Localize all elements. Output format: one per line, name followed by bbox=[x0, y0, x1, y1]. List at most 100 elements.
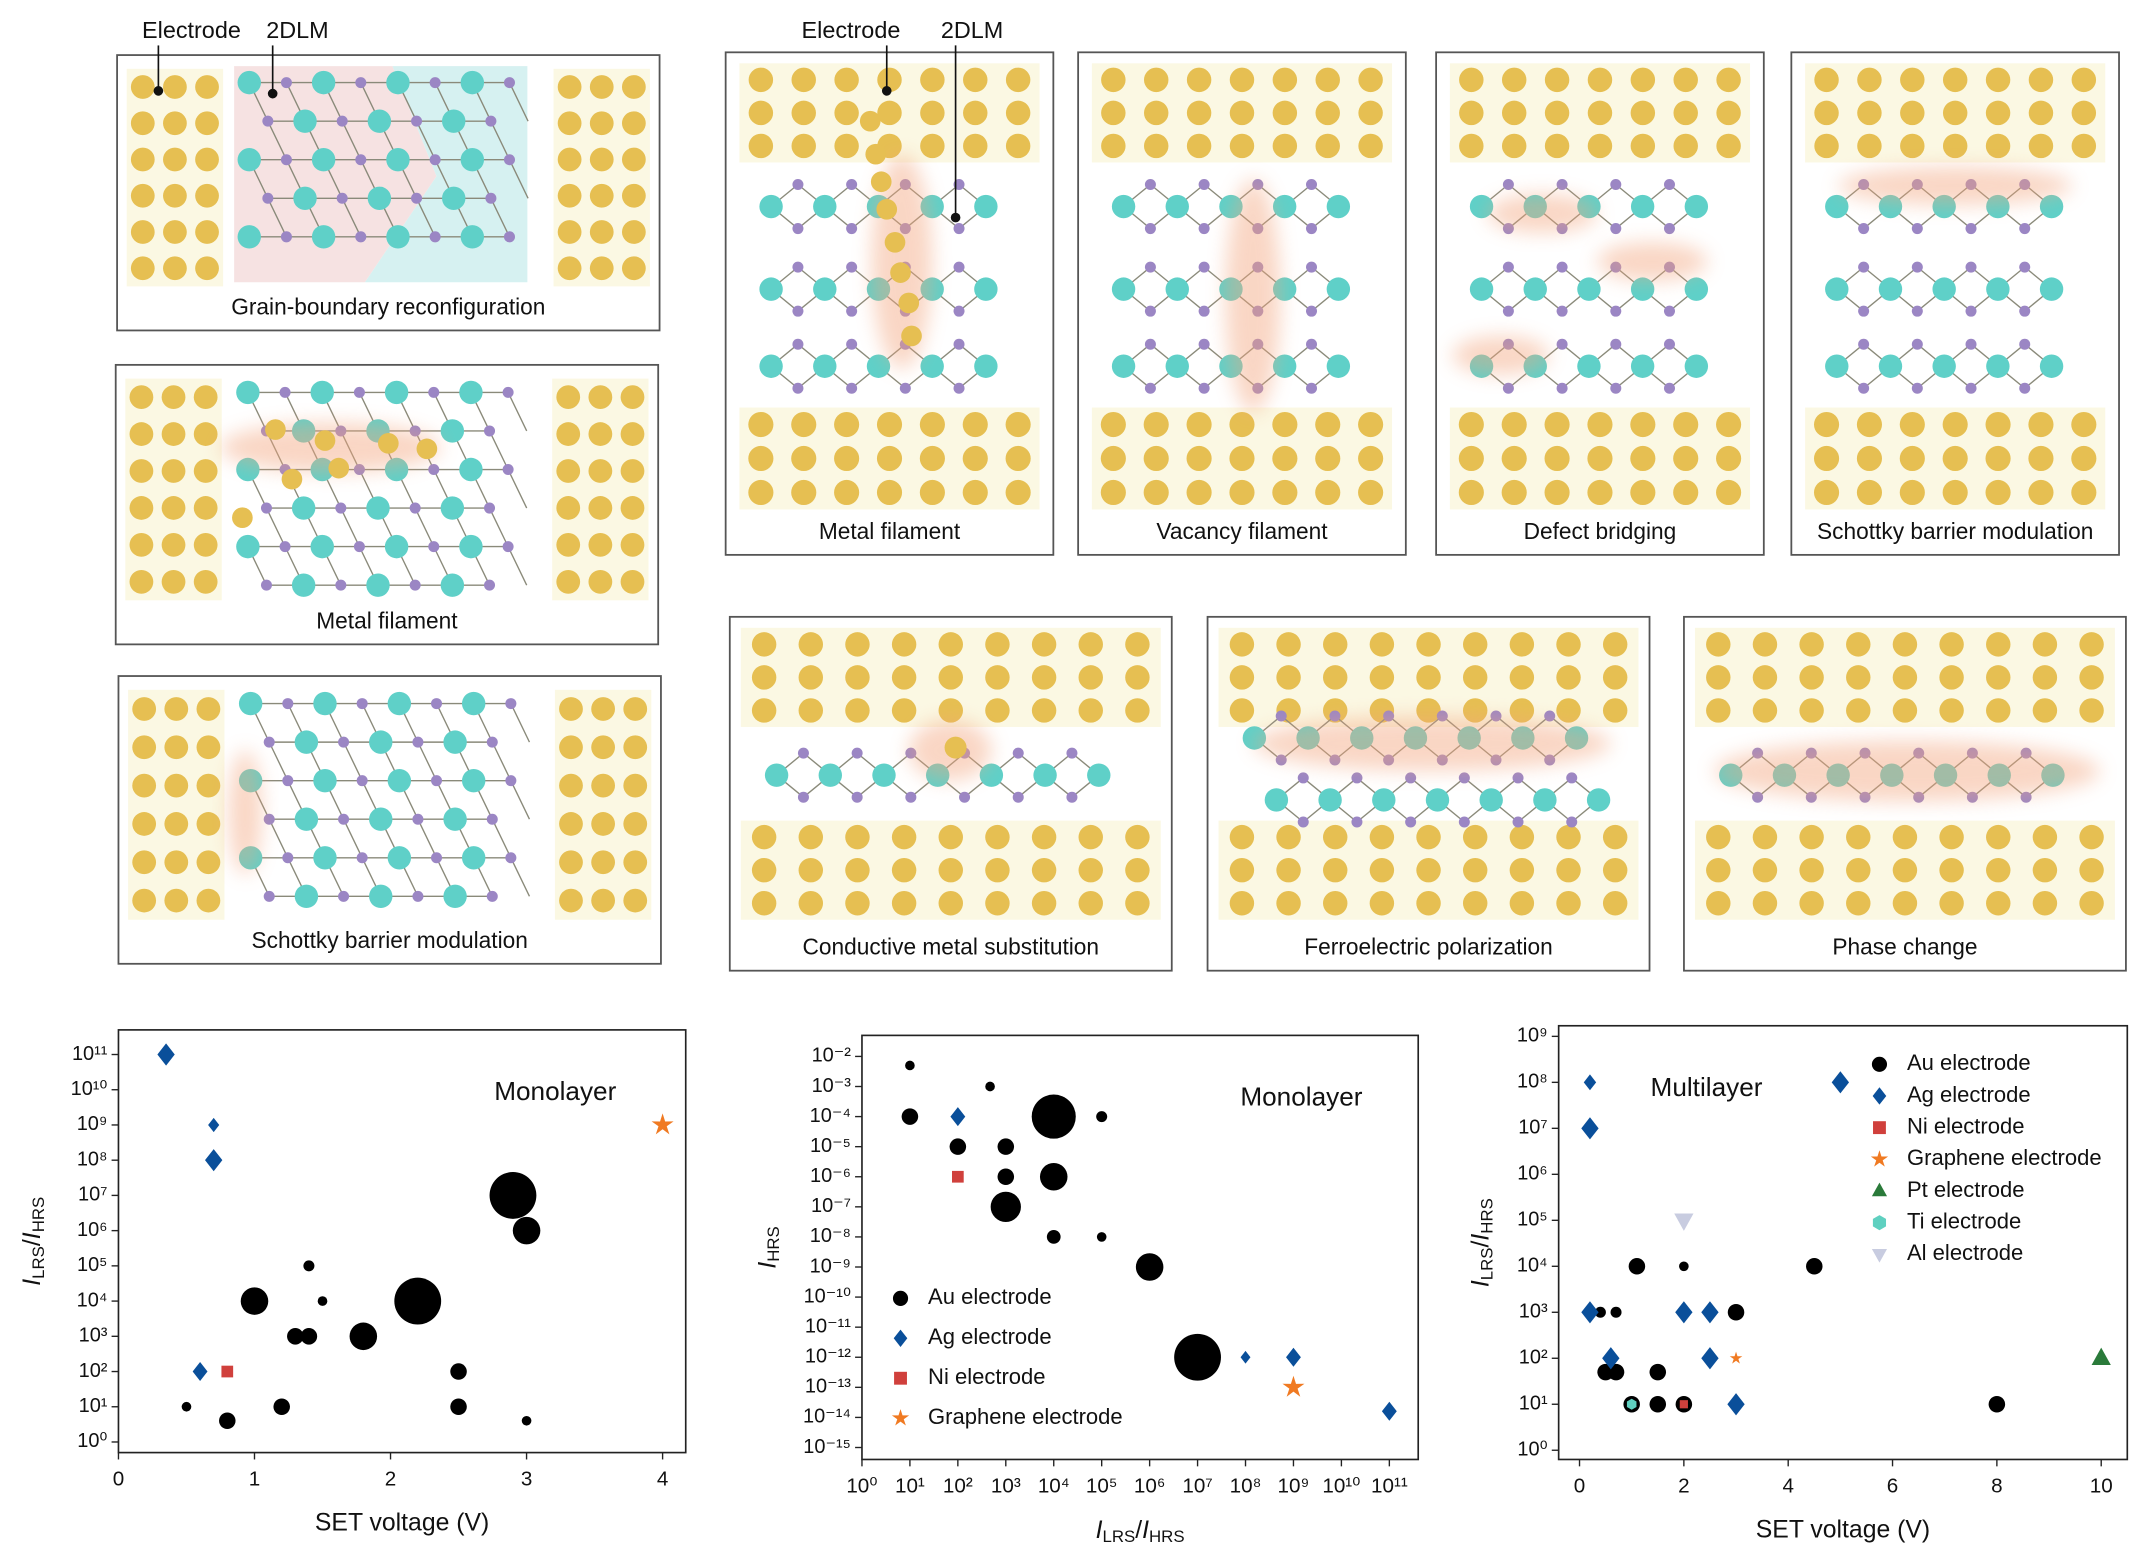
chalcogen-atom bbox=[1663, 178, 1675, 191]
filament-atom bbox=[416, 438, 438, 460]
data-point bbox=[1649, 1395, 1667, 1413]
metal-atom bbox=[620, 569, 645, 594]
metal-atom bbox=[620, 385, 645, 409]
bond bbox=[341, 120, 362, 161]
chalcogen-atom bbox=[792, 178, 804, 191]
bond bbox=[341, 197, 362, 238]
chalcogen-atom bbox=[2019, 223, 2031, 235]
metal-atom bbox=[129, 385, 154, 409]
metal-atom bbox=[1587, 445, 1613, 472]
chalcogen-atom bbox=[336, 192, 348, 204]
x-tick-label: 6 bbox=[1887, 1474, 1898, 1497]
chalcogen-atom bbox=[846, 338, 858, 350]
y-tick-label: 10² bbox=[79, 1360, 108, 1382]
metal-atom bbox=[845, 857, 870, 883]
metal-atom bbox=[1458, 479, 1484, 506]
label-part: LRS bbox=[29, 1246, 48, 1279]
metal-atom bbox=[1229, 479, 1255, 506]
transition-metal-atom bbox=[1986, 277, 2010, 301]
filament-atom bbox=[870, 171, 892, 193]
chalcogen-atom bbox=[429, 154, 441, 166]
metal-atom bbox=[1078, 824, 1103, 850]
metal-atom bbox=[1005, 479, 1031, 506]
metal-atom bbox=[1501, 133, 1527, 159]
transition-metal-atom bbox=[461, 846, 486, 870]
electrode bbox=[554, 689, 652, 920]
metal-atom bbox=[1716, 100, 1741, 126]
bond bbox=[488, 430, 509, 470]
chalcogen-atom bbox=[484, 425, 496, 437]
chalcogen-atom bbox=[1329, 710, 1341, 722]
transition-metal-atom bbox=[459, 534, 483, 559]
transition-metal-atom bbox=[813, 277, 837, 301]
chalcogen-atom bbox=[1965, 382, 1977, 394]
metal-atom bbox=[1899, 411, 1925, 438]
transition-metal-atom bbox=[2039, 194, 2064, 219]
metal-atom bbox=[1229, 824, 1255, 850]
metal-atom bbox=[1587, 100, 1613, 126]
metal-atom bbox=[1799, 824, 1824, 850]
chalcogen-atom bbox=[356, 852, 368, 864]
label-part: LRS bbox=[1102, 1527, 1135, 1546]
legend-marker bbox=[1871, 1056, 1888, 1072]
metal-atom bbox=[1939, 857, 1964, 883]
metal-atom bbox=[1416, 890, 1441, 916]
metal-atom bbox=[1078, 632, 1103, 657]
transition-metal-atom bbox=[384, 380, 409, 405]
y-tick-label: 10⁻¹³ bbox=[805, 1376, 851, 1398]
metal-atom bbox=[132, 735, 157, 760]
metal-atom bbox=[164, 735, 189, 760]
label-part: HRS bbox=[765, 1226, 784, 1262]
metal-atom bbox=[1509, 857, 1535, 883]
chalcogen-atom bbox=[429, 77, 441, 89]
x-tick-label: 2 bbox=[1678, 1474, 1689, 1497]
metal-atom bbox=[1276, 824, 1301, 850]
metal-atom bbox=[1556, 632, 1581, 657]
chalcogen-atom bbox=[485, 115, 497, 127]
metal-atom bbox=[1899, 445, 1925, 472]
data-point bbox=[221, 1365, 234, 1378]
transition-metal-atom bbox=[1684, 354, 1709, 378]
metal-atom bbox=[1587, 133, 1613, 159]
highlight-glow bbox=[1452, 335, 1550, 375]
metal-atom bbox=[1544, 133, 1570, 159]
metal-atom bbox=[1939, 665, 1964, 690]
metal-atom bbox=[1462, 665, 1488, 690]
data-point bbox=[1727, 1304, 1745, 1321]
chalcogen-atom bbox=[1306, 223, 1318, 235]
metal-atom bbox=[1143, 100, 1169, 126]
metal-atom bbox=[588, 459, 613, 483]
metal-atom bbox=[791, 411, 817, 438]
metal-atom bbox=[834, 479, 860, 506]
metal-atom bbox=[891, 698, 917, 723]
legend-label: Ni electrode bbox=[1907, 1113, 2024, 1138]
metal-atom bbox=[2079, 824, 2104, 850]
transition-metal-atom bbox=[1111, 277, 1136, 301]
metal-atom bbox=[2071, 445, 2097, 472]
metal-atom bbox=[1602, 665, 1628, 690]
metal-atom bbox=[557, 220, 582, 244]
x-axis-label: SET voltage (V) bbox=[315, 1510, 489, 1537]
metal-atom bbox=[1799, 665, 1824, 690]
metal-atom bbox=[1315, 479, 1341, 506]
metal-atom bbox=[1846, 890, 1871, 916]
transition-metal-atom bbox=[313, 691, 337, 716]
data-point bbox=[1607, 1363, 1625, 1381]
mechanism-panel: Phase change bbox=[1683, 615, 2127, 972]
metal-atom bbox=[798, 632, 824, 657]
chalcogen-atom bbox=[1502, 261, 1514, 273]
y-tick-label: 10⁻¹¹ bbox=[805, 1315, 851, 1337]
chalcogen-atom bbox=[1066, 747, 1078, 759]
chalcogen-atom bbox=[953, 261, 965, 273]
metal-atom bbox=[1856, 445, 1882, 472]
metal-atom bbox=[798, 665, 824, 690]
transition-metal-atom bbox=[367, 109, 392, 133]
metal-atom bbox=[620, 496, 645, 520]
metal-atom bbox=[1229, 890, 1255, 916]
transition-metal-atom bbox=[1033, 763, 1057, 787]
metal-atom bbox=[834, 133, 859, 159]
transition-metal-atom bbox=[1272, 194, 1297, 219]
transition-metal-atom bbox=[294, 884, 319, 909]
metal-atom bbox=[1005, 411, 1031, 438]
metal-atom bbox=[163, 183, 187, 208]
